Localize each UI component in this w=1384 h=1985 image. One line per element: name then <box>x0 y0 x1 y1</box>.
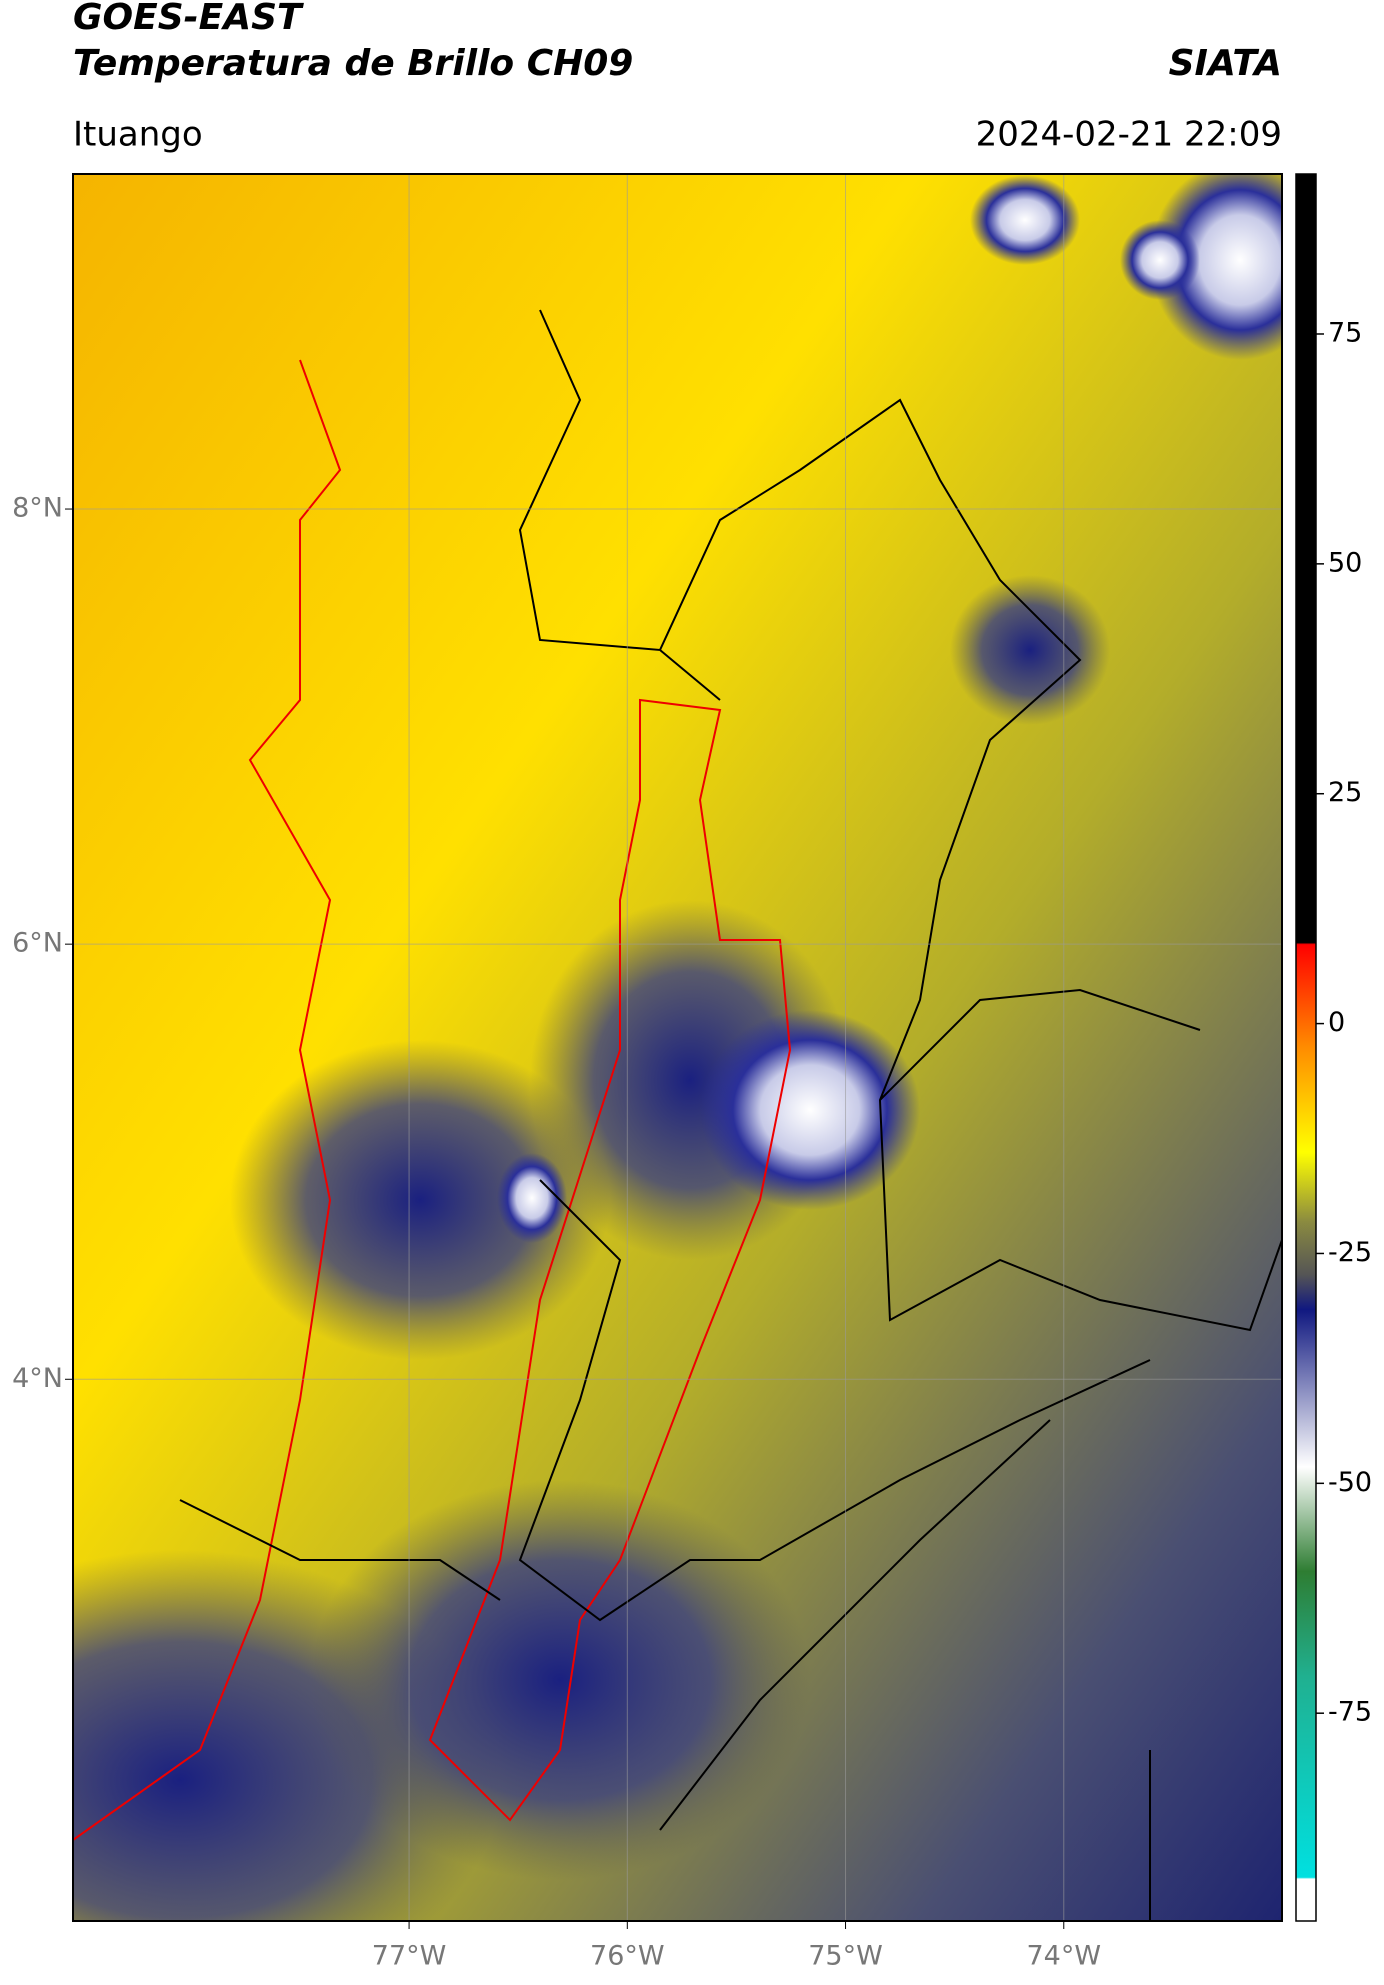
x-tick-label: 74°W <box>1026 1941 1101 1972</box>
colorbar-tick-label: -75 <box>1328 1697 1372 1728</box>
region: Ituango <box>73 115 203 155</box>
colorbar-tick-label: 0 <box>1328 1007 1345 1038</box>
colorbar <box>1295 173 1317 1922</box>
title: GOES-EAST <box>73 0 304 38</box>
x-tick-label: 77°W <box>372 1941 447 1972</box>
colorbar-tick-label: 50 <box>1328 547 1362 578</box>
y-tick-label: 4°N <box>12 1363 63 1394</box>
colorbar-tick-label: 25 <box>1328 777 1362 808</box>
x-tick-label: 76°W <box>590 1941 665 1972</box>
datetime: 2024-02-21 22:09 <box>976 115 1282 155</box>
graticule <box>73 174 1282 1921</box>
colorbar-tick-label: -50 <box>1328 1467 1372 1498</box>
y-tick-label: 6°N <box>12 928 63 959</box>
map <box>73 174 1282 1921</box>
y-tick-label: 8°N <box>12 493 63 524</box>
map-frame <box>72 173 1283 1922</box>
colorbar-tick-label: -25 <box>1328 1237 1372 1268</box>
source: SIATA <box>1169 43 1282 84</box>
subtitle: Temperatura de Brillo CH09 <box>73 43 633 84</box>
x-tick-label: 75°W <box>808 1941 883 1972</box>
colorbar-tick-label: 75 <box>1328 317 1362 348</box>
